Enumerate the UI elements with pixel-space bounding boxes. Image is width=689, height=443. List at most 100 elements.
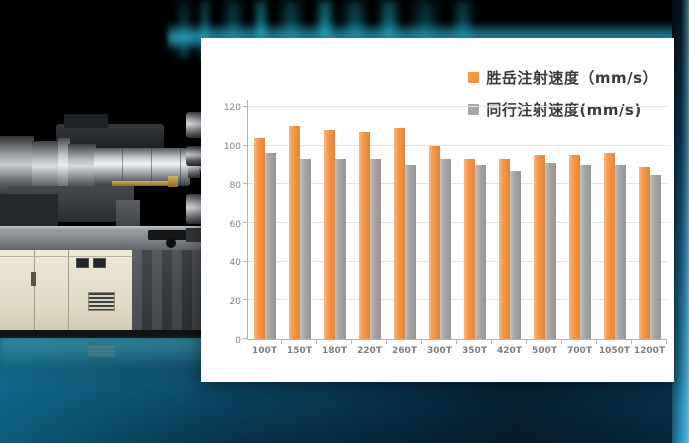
plot-area: [243, 106, 667, 340]
machine-frame-slot: [148, 230, 210, 240]
legend-label: 同行注射速度(mm/s): [486, 101, 642, 119]
bar-group: [597, 107, 632, 339]
chart-legend: 胜岳注射速度（mm/s） 同行注射速度(mm/s): [466, 66, 660, 121]
machine-base-strip: [0, 330, 216, 338]
machine-carriage-block: [0, 194, 58, 228]
clamp-unit-part: [186, 194, 204, 224]
bar-tonghang: [265, 153, 277, 339]
x-axis-tick: [597, 340, 632, 344]
y-axis-tickmark: [243, 222, 248, 223]
gridline: [248, 260, 667, 262]
clamp-unit-part: [186, 146, 204, 166]
bar-group: [527, 107, 562, 339]
x-axis-label: 420T: [497, 346, 522, 356]
bar-tonghang: [579, 165, 591, 339]
machine-brass-fitting: [168, 176, 178, 187]
bar-shengyue: [638, 166, 650, 339]
chart-panel: 胜岳注射速度（mm/s） 同行注射速度(mm/s) 0 20 40 60 80 100 12…: [201, 38, 674, 382]
x-axis-tick: [492, 340, 527, 344]
y-axis-tickmark: [243, 183, 248, 185]
cabinet-label-sticker: [31, 272, 36, 286]
bar-shengyue: [568, 155, 580, 339]
machine-top-housing-small: [64, 114, 108, 128]
bar-tonghang: [405, 165, 417, 339]
y-axis-tickmark: [243, 338, 248, 339]
y-axis-label: 80: [229, 180, 241, 191]
bar-tonghang: [509, 170, 521, 339]
machine-support-pedestal: [116, 200, 140, 230]
gridline: [248, 183, 667, 185]
y-axis-tickmark: [243, 144, 248, 146]
x-axis-tick: [247, 340, 282, 344]
bar-group: [388, 107, 423, 339]
bar-tonghang: [335, 159, 347, 339]
bar-groups: [248, 107, 667, 339]
clamp-unit-part: [186, 112, 204, 138]
bar-shengyue: [603, 153, 615, 339]
y-axis-label: 40: [229, 258, 241, 269]
x-axis-tick: [457, 340, 492, 344]
x-axis-label: 100T: [252, 346, 277, 356]
legend-label: 胜岳注射速度（mm/s）: [486, 69, 658, 87]
cabinet-indicator-window: [76, 258, 89, 268]
x-axis-labels: 100T 150T 180T 220T 260T 300T 350T 420T 500T 700T…: [247, 346, 667, 356]
vent-reflection: [88, 344, 115, 358]
x-axis-tick: [387, 340, 422, 344]
legend-item-shengyue: 胜岳注射速度（mm/s）: [468, 67, 658, 88]
gridline: [248, 144, 667, 146]
y-axis-tickmark: [243, 260, 248, 262]
x-axis-tick: [422, 340, 457, 344]
y-axis-label: 0: [235, 336, 241, 346]
machine-cylinder-segment: [68, 144, 96, 192]
legend-item-tonghang: 同行注射速度(mm/s): [468, 99, 658, 120]
bar-group: [458, 107, 493, 339]
bar-tonghang: [474, 165, 486, 339]
gray-square-swatch-icon: [468, 104, 480, 115]
bar-tonghang: [544, 163, 556, 339]
machine-cabinet-doors: [0, 250, 132, 332]
cabinet-door-seam: [0, 256, 132, 257]
gridline: [248, 106, 667, 107]
cabinet-indicator-window: [93, 258, 106, 268]
x-axis-label: 220T: [357, 346, 382, 356]
y-axis-labels: 0 20 40 60 80 100 120: [201, 103, 241, 346]
bar-shengyue: [324, 130, 336, 339]
x-axis-label: 500T: [532, 346, 557, 356]
bar-shengyue: [429, 145, 441, 339]
x-axis-tick: [352, 340, 387, 344]
x-axis-tick: [562, 340, 597, 344]
bar-shengyue: [359, 132, 371, 339]
bar-tonghang: [614, 165, 626, 339]
bar-shengyue: [254, 137, 266, 339]
machine-brass-strip: [112, 181, 174, 186]
cabinet-vent-grille: [88, 292, 115, 311]
cabinet-door-seam: [34, 250, 35, 332]
bar-group: [283, 107, 318, 339]
gridline: [248, 222, 667, 223]
y-axis-line-extension: [247, 100, 248, 107]
clamp-unit-part: [186, 228, 204, 242]
machine-floor-reflection: [0, 338, 216, 402]
bar-group: [423, 107, 458, 339]
machine-frame-hole: [166, 238, 176, 248]
gridline: [248, 299, 667, 301]
y-axis-tickmark: [243, 299, 248, 301]
bar-group: [492, 107, 527, 339]
y-axis-label: 100: [223, 141, 241, 152]
bar-tonghang: [649, 174, 661, 339]
x-axis-tick: [317, 340, 352, 344]
bar-tonghang: [300, 159, 312, 339]
x-axis-tick: [527, 340, 562, 344]
cabinet-door-seam: [68, 250, 69, 332]
bar-shengyue: [463, 159, 475, 339]
x-axis-tick: [282, 340, 317, 344]
x-axis-label: 260T: [392, 346, 417, 356]
bar-tonghang: [370, 159, 382, 339]
y-axis-label: 20: [229, 297, 241, 308]
bar-shengyue: [533, 155, 545, 339]
x-axis-tick: [632, 340, 667, 344]
bar-group: [248, 107, 283, 339]
right-edge-glow: [672, 0, 689, 443]
